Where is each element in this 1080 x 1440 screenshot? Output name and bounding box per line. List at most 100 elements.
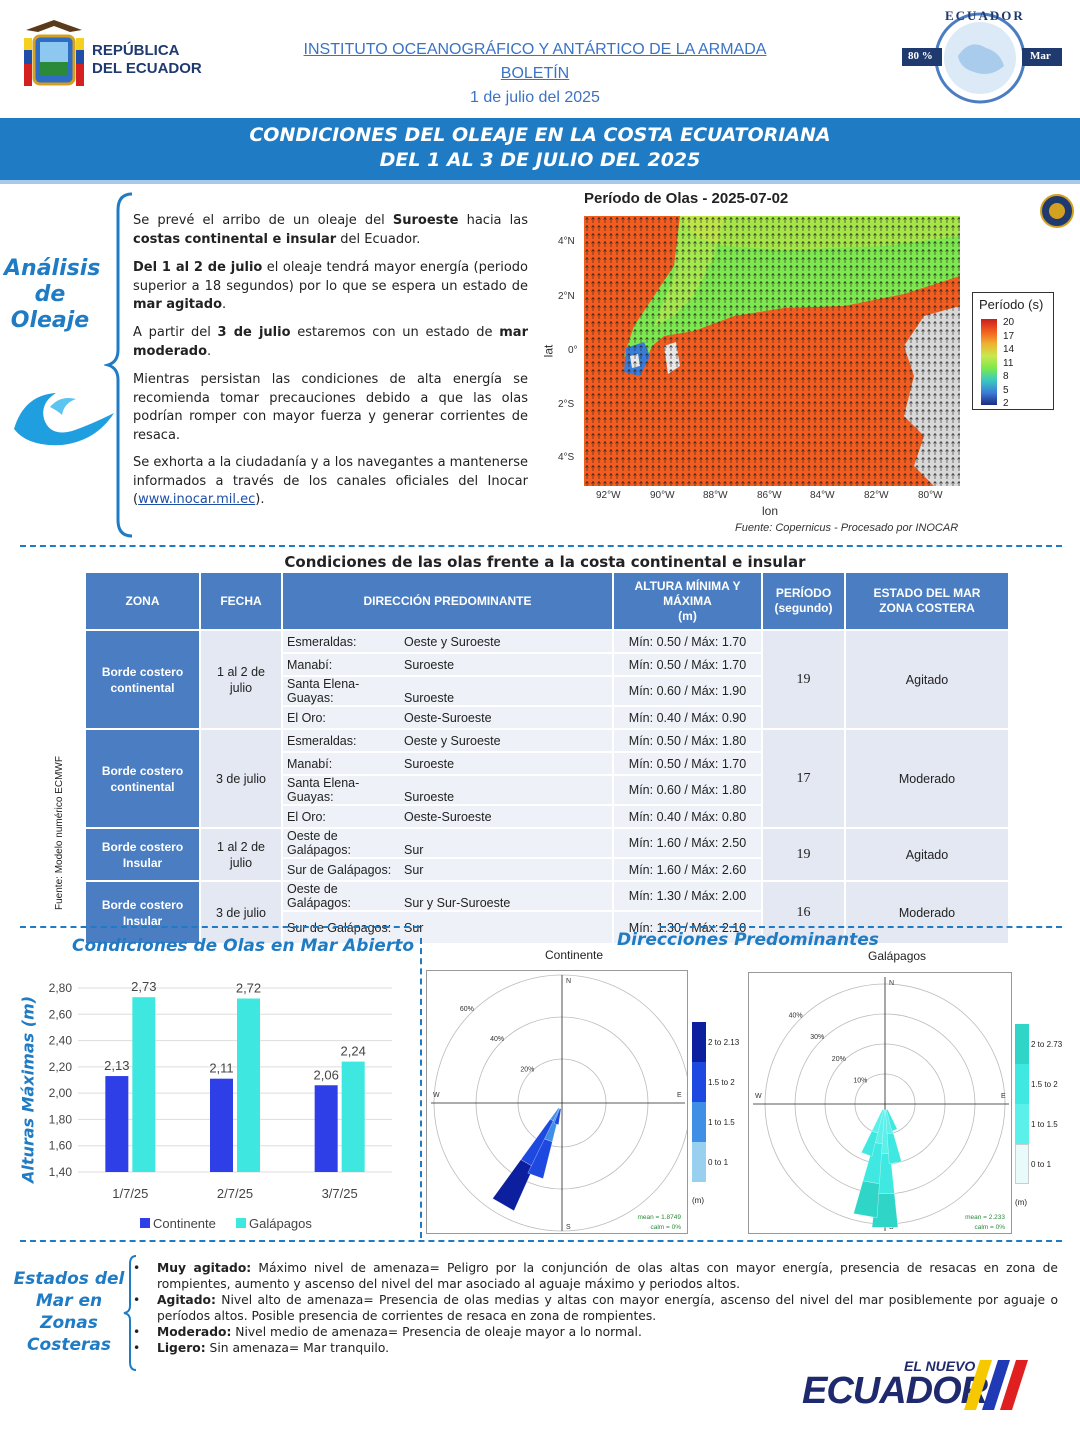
rose-petal xyxy=(527,1138,553,1179)
height-cell: Mín: 0.50 / Máx: 1.80 xyxy=(612,728,763,753)
direction-cell: El Oro: Oeste-Suroeste xyxy=(281,804,614,829)
table-row: Borde costero continental 1 al 2 de julio … xyxy=(84,629,1010,730)
table-row: Manabí: Suroeste Mín: 0.50 / Máx: 1.70 xyxy=(85,751,1009,776)
table-row: Borde costero Insular 1 al 2 de julio Oest… xyxy=(84,827,1010,882)
period-cell: 17 xyxy=(761,728,846,829)
legend-label: 1.5 to 2 xyxy=(708,1078,735,1087)
compass-s: S xyxy=(889,1224,894,1231)
height-cell: Mín: 0.50 / Máx: 1.70 xyxy=(612,629,763,654)
lon-tick: 82°W xyxy=(864,490,889,501)
direction-cell: Manabí: Suroeste xyxy=(281,652,614,677)
table-row: Santa Elena-Guayas: Suroeste Mín: 0.60 / … xyxy=(85,675,1009,707)
rose-petal xyxy=(853,1180,880,1218)
col-altura: ALTURA MÍNIMA Y MÁXIMA (m) xyxy=(612,571,763,631)
direction-cell: El Oro: Oeste-Suroeste xyxy=(281,705,614,730)
ring-label: 20% xyxy=(520,1066,534,1073)
period-colorbar: Período (s) 20 17 14 11 8 5 2 xyxy=(972,292,1054,410)
fecha-cell: 3 de julio xyxy=(199,880,283,945)
section-divider xyxy=(20,926,420,928)
bulletin-date: 1 de julio del 2025 xyxy=(470,89,600,106)
x-tick-label: 3/7/25 xyxy=(322,1186,358,1201)
rose-petal xyxy=(492,1159,534,1212)
conditions-table: ZONA FECHA DIRECCIÓN PREDOMINANTE ALTURA… xyxy=(84,571,1010,945)
map-source: Fuente: Copernicus - Procesado por INOCA… xyxy=(735,522,959,534)
banner-underline xyxy=(0,180,1080,184)
rose-legend-galapagos: 2 to 2.73 1.5 to 2 1 to 1.5 0 to 1 (m) xyxy=(1015,1024,1077,1214)
legend-swatch xyxy=(1015,1104,1029,1144)
section-divider xyxy=(660,926,1062,928)
colorbar-tick: 2 xyxy=(1003,398,1009,409)
colorbar-tick: 8 xyxy=(1003,371,1009,382)
map-title: Período de Olas - 2025-07-02 xyxy=(584,190,789,207)
height-cell: Mín: 1.30 / Máx: 2.00 xyxy=(612,880,763,912)
legend-label: 1 to 1.5 xyxy=(708,1118,735,1127)
height-cell: Mín: 0.60 / Máx: 1.80 xyxy=(612,774,763,806)
y-tick-label: 1,80 xyxy=(49,1112,73,1126)
fecha-cell: 1 al 2 de julio xyxy=(199,629,283,730)
y-tick-label: 2,80 xyxy=(49,981,73,995)
flag-stripes-icon xyxy=(964,1360,1028,1410)
rose-galapagos-title: Galápagos xyxy=(868,949,927,963)
fecha-cell: 1 al 2 de julio xyxy=(199,827,283,882)
state-cell: Agitado xyxy=(844,827,1010,882)
col-fecha: FECHA xyxy=(199,571,283,631)
states-list: Muy agitado: Máximo nivel de amenaza= Pe… xyxy=(133,1260,1058,1356)
analysis-title: Análisis de Oleaje xyxy=(4,256,101,333)
logo-ecuador: ECUADOR xyxy=(802,1370,988,1412)
rose-continente-title: Continente xyxy=(545,948,604,962)
legend-swatch xyxy=(1015,1144,1029,1184)
x-tick-label: 2/7/25 xyxy=(217,1186,253,1201)
wave-period-map xyxy=(584,216,960,486)
max-height-bar-chart: 1,40 1,60 1,80 2,00 2,20 2,40 2,60 2,80 2,13 2,73… xyxy=(49,979,392,1231)
compass-e: E xyxy=(1001,1093,1006,1100)
state-cell: Moderado xyxy=(844,880,1010,945)
lon-tick: 80°W xyxy=(918,490,943,501)
height-cell: Mín: 0.40 / Máx: 0.80 xyxy=(612,804,763,829)
table-row: Borde costero Insular 3 de julio Oeste de… xyxy=(84,880,1010,945)
lon-tick: 84°W xyxy=(810,490,835,501)
legend-label: 0 to 1 xyxy=(1031,1160,1052,1169)
bar-continente xyxy=(314,1085,338,1172)
ecuador-mar-logo xyxy=(900,8,1066,106)
state-cell: Agitado xyxy=(844,629,1010,730)
legend-label: Continente xyxy=(153,1216,216,1231)
legend-swatch xyxy=(692,1102,706,1142)
header-titles: INSTITUTO OCEANOGRÁFICO Y ANTÁRTICO DE L… xyxy=(240,38,830,110)
height-cell: Mín: 0.60 / Máx: 1.90 xyxy=(612,675,763,707)
lat-tick: 2°S xyxy=(558,399,575,410)
el-nuevo-ecuador-logo: EL NUEVO ECUADOR xyxy=(800,1358,1050,1414)
logo-pct-text: 80 % xyxy=(908,50,933,62)
y-tick-label: 1,60 xyxy=(49,1139,73,1153)
analysis-paragraph-1: Se prevé el arribo de un oleaje del Suro… xyxy=(133,213,528,247)
legend-label: 0 to 1 xyxy=(708,1158,729,1167)
zona-cell: Borde costero Insular xyxy=(84,880,201,945)
banner-line-2: DEL 1 AL 3 DE JULIO DEL 2025 xyxy=(379,149,701,171)
y-tick-label: 2,60 xyxy=(49,1007,73,1021)
inocar-link[interactable]: www.inocar.mil.ec xyxy=(138,492,256,507)
analysis-brace xyxy=(102,190,134,540)
rose-chart-galapagos: N S E W 40% 30% 20% 10% mean = 2.233 calm = 0% xyxy=(748,972,1012,1234)
y-tick-label: 1,40 xyxy=(49,1165,73,1179)
legend-unit: (m) xyxy=(692,1196,704,1205)
wave-icon xyxy=(10,385,116,449)
table-row: El Oro: Oeste-Suroeste Mín: 0.40 / Máx: 0… xyxy=(85,705,1009,730)
lon-tick: 86°W xyxy=(757,490,782,501)
height-cell: Mín: 1.60 / Máx: 2.50 xyxy=(612,827,763,859)
rose-mean: mean = 1.8749 xyxy=(637,1214,681,1221)
direction-cell: Santa Elena-Guayas: Suroeste xyxy=(281,675,614,707)
rose-petal xyxy=(861,1130,878,1157)
directions-title: Direcciones Predominantes xyxy=(617,930,879,950)
lat-tick: 4°N xyxy=(558,236,575,247)
navy-seal-icon xyxy=(1040,194,1074,228)
bar-continente xyxy=(105,1076,129,1172)
rose-petal xyxy=(886,1132,902,1165)
rose-calm: calm = 0% xyxy=(974,1224,1005,1231)
table-row: Borde costero continental 3 de julio Esme… xyxy=(84,728,1010,829)
state-cell: Moderado xyxy=(844,728,1010,829)
lon-tick: 90°W xyxy=(650,490,675,501)
colorbar-tick: 5 xyxy=(1003,384,1009,396)
states-brace xyxy=(122,1254,138,1372)
colorbar-tick: 11 xyxy=(1003,357,1014,369)
logo-mar-text: Mar xyxy=(1030,50,1051,62)
republica-label: REPÚBLICA DEL ECUADOR xyxy=(92,42,202,77)
